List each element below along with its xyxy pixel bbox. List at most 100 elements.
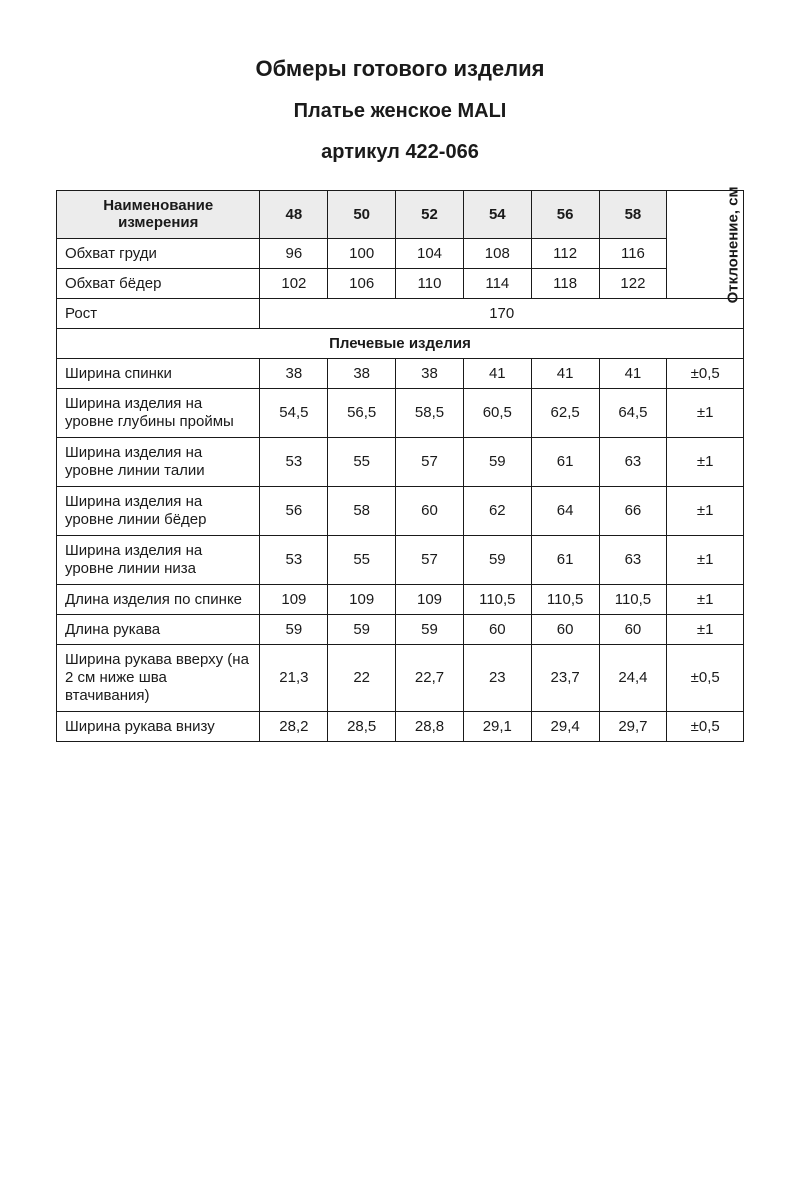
col-header-size: 48: [260, 191, 328, 239]
cell: 122: [599, 268, 667, 298]
cell: 22,7: [396, 644, 464, 711]
col-header-size: 52: [396, 191, 464, 239]
cell: 100: [328, 238, 396, 268]
col-header-size: 56: [531, 191, 599, 239]
cell: 60: [599, 614, 667, 644]
deviation-cell: ±1: [667, 584, 744, 614]
cell: 66: [599, 486, 667, 535]
height-value: 170: [260, 298, 744, 328]
size-table: Наименование измерения 48 50 52 54 56 58…: [56, 190, 744, 742]
cell: 112: [531, 238, 599, 268]
cell: 110,5: [463, 584, 531, 614]
col-header-size: 58: [599, 191, 667, 239]
cell: 55: [328, 535, 396, 584]
cell: 28,8: [396, 711, 464, 741]
cell: 110: [396, 268, 464, 298]
cell: 104: [396, 238, 464, 268]
cell: 59: [463, 535, 531, 584]
cell: 21,3: [260, 644, 328, 711]
title-article: артикул 422-066: [56, 141, 744, 164]
cell: 41: [599, 358, 667, 388]
row-label: Ширина рукава вверху (на 2 см ниже шва в…: [57, 644, 260, 711]
cell: 64: [531, 486, 599, 535]
row-label: Ширина рукава внизу: [57, 711, 260, 741]
table-row-height: Рост 170: [57, 298, 744, 328]
cell: 63: [599, 437, 667, 486]
row-label: Обхват бёдер: [57, 268, 260, 298]
cell: 62,5: [531, 388, 599, 437]
cell: 60,5: [463, 388, 531, 437]
table-row: Ширина изделия на уровне глубины проймы5…: [57, 388, 744, 437]
col-header-size: 54: [463, 191, 531, 239]
col-header-name: Наименование измерения: [57, 191, 260, 239]
cell: 22: [328, 644, 396, 711]
cell: 28,2: [260, 711, 328, 741]
page: Обмеры готового изделия Платье женское M…: [0, 0, 800, 1200]
measurement-rows: Ширина спинки383838414141±0,5Ширина изде…: [57, 358, 744, 741]
deviation-cell: ±1: [667, 437, 744, 486]
cell: 38: [260, 358, 328, 388]
cell: 106: [328, 268, 396, 298]
cell: 62: [463, 486, 531, 535]
col-header-size: 50: [328, 191, 396, 239]
cell: 109: [328, 584, 396, 614]
cell: 102: [260, 268, 328, 298]
cell: 56,5: [328, 388, 396, 437]
section-row: Плечевые изделия: [57, 328, 744, 358]
section-label: Плечевые изделия: [57, 328, 744, 358]
row-label: Длина рукава: [57, 614, 260, 644]
table-row: Обхват груди 96 100 104 108 112 116: [57, 238, 744, 268]
row-label: Длина изделия по спинке: [57, 584, 260, 614]
row-label: Обхват груди: [57, 238, 260, 268]
cell: 60: [396, 486, 464, 535]
cell: 53: [260, 437, 328, 486]
cell: 110,5: [599, 584, 667, 614]
table-row: Ширина рукава внизу28,228,528,829,129,42…: [57, 711, 744, 741]
cell: 58: [328, 486, 396, 535]
cell: 61: [531, 437, 599, 486]
cell: 59: [463, 437, 531, 486]
deviation-cell: ±0,5: [667, 358, 744, 388]
deviation-cell: ±0,5: [667, 711, 744, 741]
cell: 38: [396, 358, 464, 388]
table-row: Ширина спинки383838414141±0,5: [57, 358, 744, 388]
cell: 116: [599, 238, 667, 268]
row-label: Ширина изделия на уровне линии бёдер: [57, 486, 260, 535]
cell: 55: [328, 437, 396, 486]
cell: 38: [328, 358, 396, 388]
cell: 108: [463, 238, 531, 268]
cell: 29,4: [531, 711, 599, 741]
cell: 114: [463, 268, 531, 298]
cell: 23: [463, 644, 531, 711]
row-label: Рост: [57, 298, 260, 328]
cell: 56: [260, 486, 328, 535]
title-main: Обмеры готового изделия: [56, 56, 744, 82]
table-row: Длина рукава595959606060±1: [57, 614, 744, 644]
cell: 60: [463, 614, 531, 644]
cell: 41: [463, 358, 531, 388]
cell: 109: [260, 584, 328, 614]
deviation-cell: ±1: [667, 535, 744, 584]
cell: 28,5: [328, 711, 396, 741]
table-row: Длина изделия по спинке109109109110,5110…: [57, 584, 744, 614]
row-label: Ширина изделия на уровне линии низа: [57, 535, 260, 584]
title-sub: Платье женское MALI: [56, 100, 744, 123]
deviation-cell: ±1: [667, 486, 744, 535]
cell: 59: [260, 614, 328, 644]
cell: 54,5: [260, 388, 328, 437]
table-row: Ширина изделия на уровне линии низа53555…: [57, 535, 744, 584]
deviation-label: Отклонение, см: [726, 186, 742, 303]
cell: 41: [531, 358, 599, 388]
cell: 57: [396, 437, 464, 486]
deviation-cell: ±1: [667, 614, 744, 644]
cell: 61: [531, 535, 599, 584]
cell: 96: [260, 238, 328, 268]
header-row: Наименование измерения 48 50 52 54 56 58…: [57, 191, 744, 239]
cell: 63: [599, 535, 667, 584]
cell: 23,7: [531, 644, 599, 711]
col-header-deviation: Отклонение, см: [667, 191, 744, 299]
cell: 109: [396, 584, 464, 614]
cell: 58,5: [396, 388, 464, 437]
deviation-cell: ±1: [667, 388, 744, 437]
title-block: Обмеры готового изделия Платье женское M…: [56, 56, 744, 164]
